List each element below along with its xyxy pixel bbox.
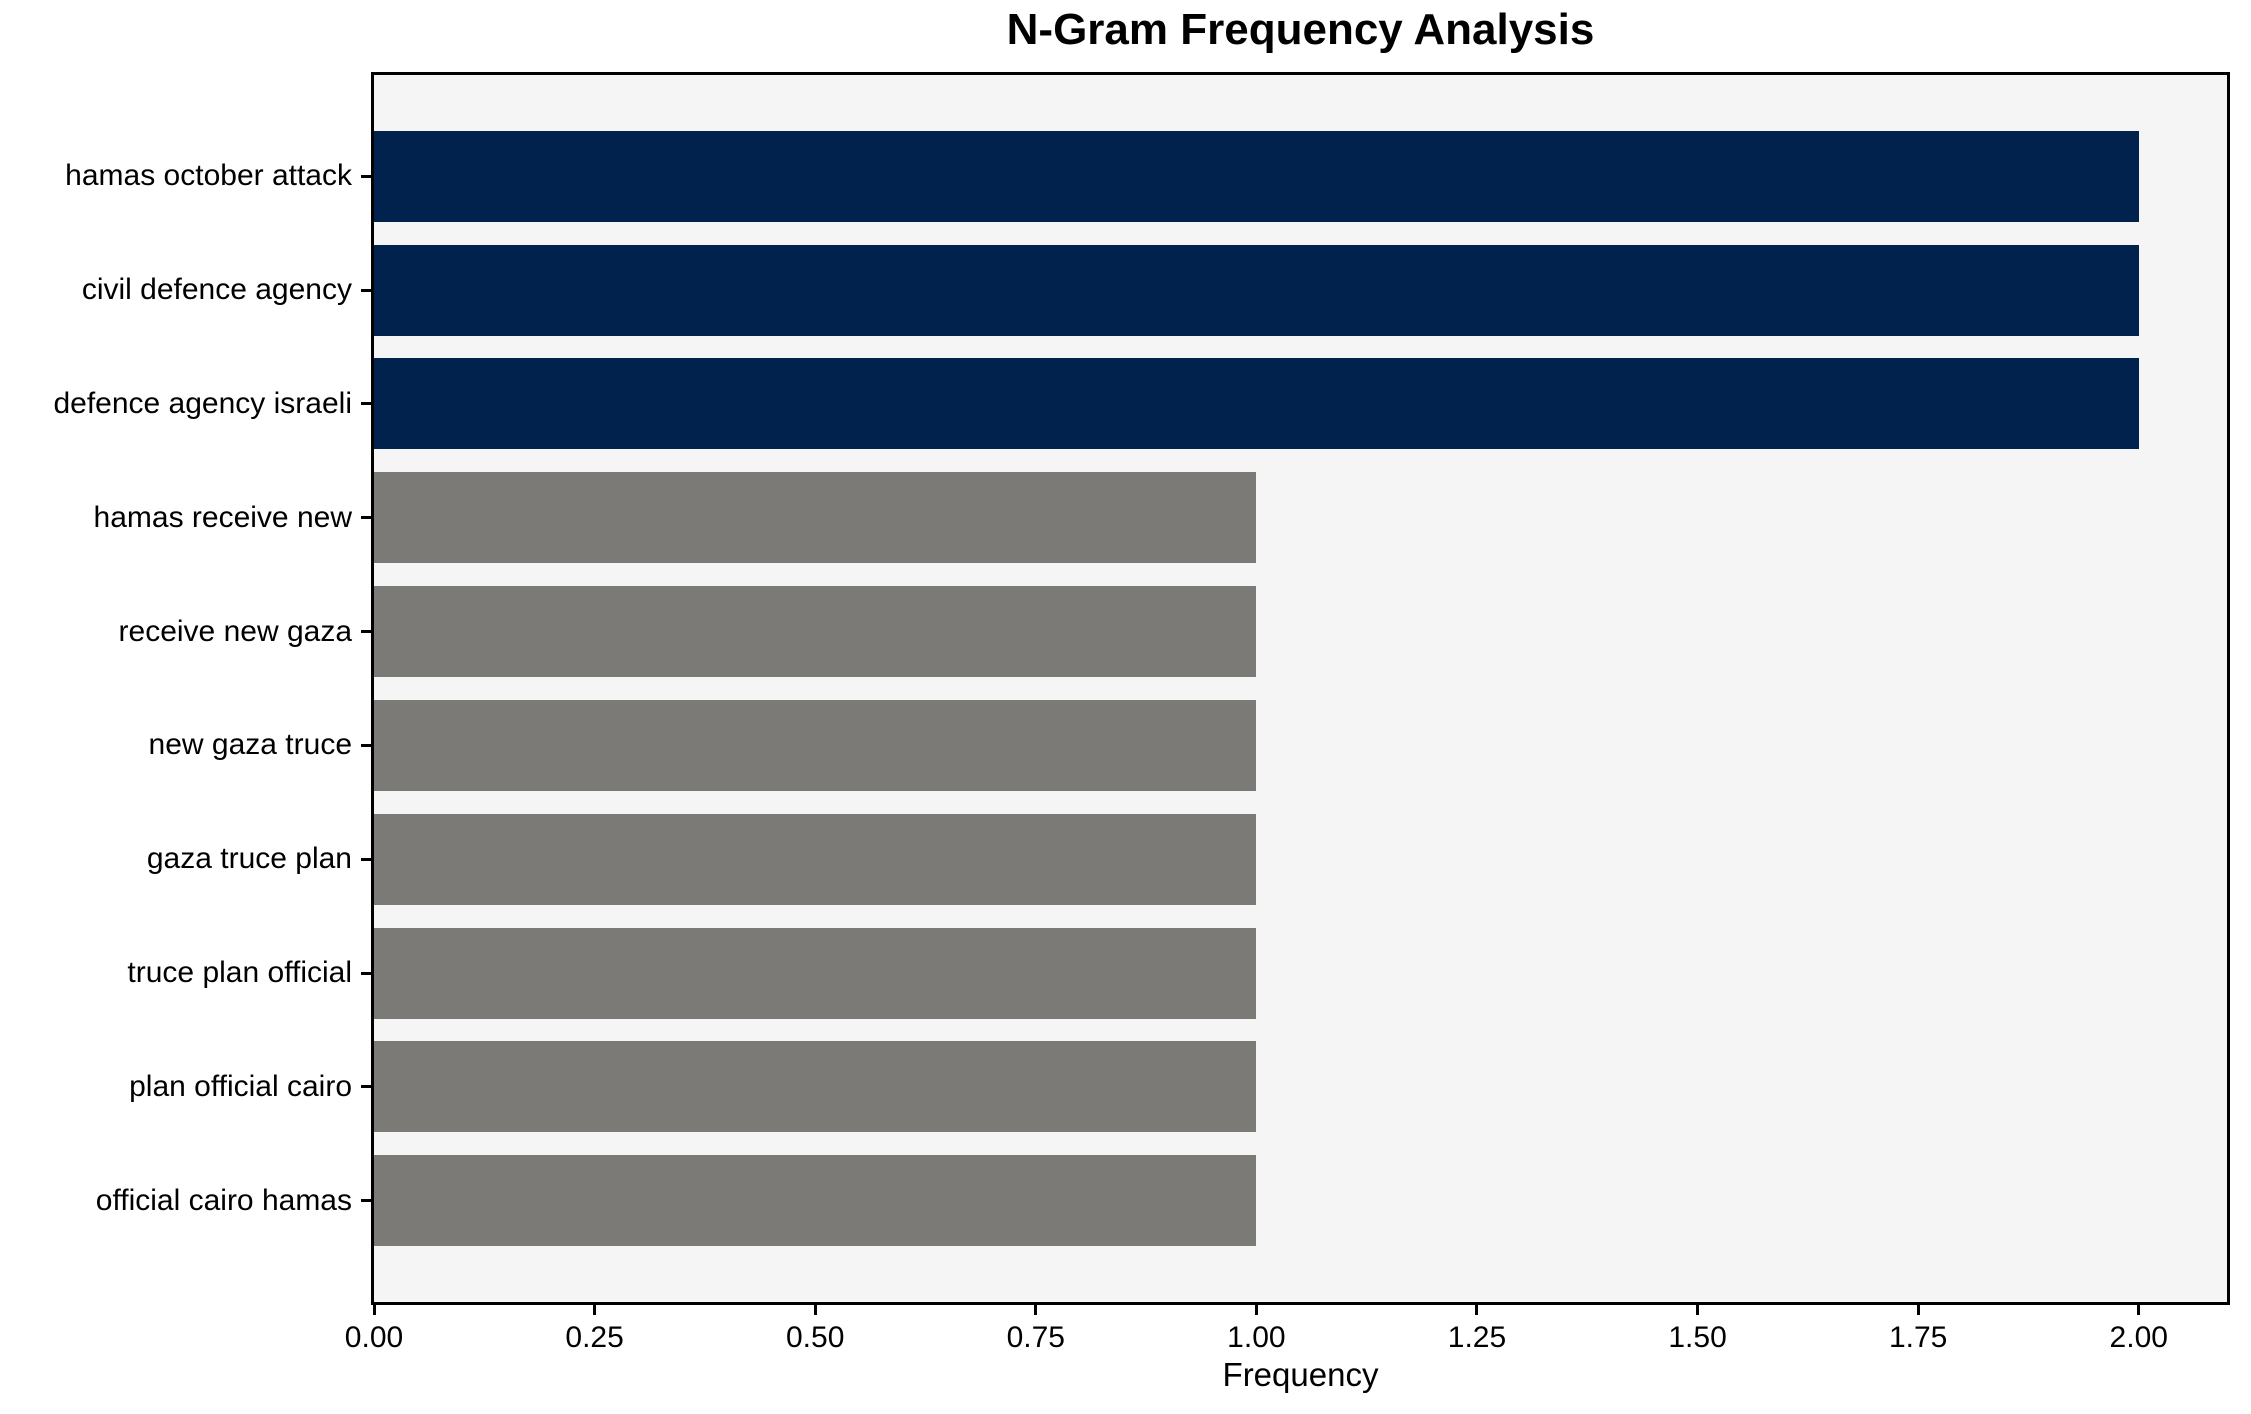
x-tick-label: 2.00: [2109, 1321, 2168, 1354]
bar: [374, 927, 1257, 1019]
x-tick-mark: [1475, 1305, 1479, 1315]
x-tick-label: 1.50: [1668, 1321, 1727, 1354]
y-tick-mark: [361, 516, 371, 520]
bar: [374, 699, 1257, 791]
y-tick-label: plan official cairo: [129, 1069, 352, 1103]
y-tick-mark: [361, 1085, 371, 1089]
x-axis-label: Frequency: [1222, 1356, 1379, 1393]
x-tick-mark: [372, 1305, 376, 1315]
y-tick-label: hamas receive new: [93, 500, 352, 534]
y-tick-label: gaza truce plan: [146, 842, 352, 876]
bar: [374, 472, 1257, 564]
bar: [374, 358, 2139, 450]
x-tick-label: 0.25: [565, 1321, 624, 1354]
chart-title: N-Gram Frequency Analysis: [1006, 5, 1595, 54]
x-tick-label: 1.00: [1227, 1321, 1286, 1354]
y-tick-mark: [361, 1199, 371, 1203]
x-tick-mark: [1034, 1305, 1038, 1315]
x-tick-mark: [1696, 1305, 1700, 1315]
x-tick-mark: [1254, 1305, 1258, 1315]
x-tick-label: 1.75: [1888, 1321, 1948, 1354]
bar: [374, 813, 1257, 905]
y-tick-label: new gaza truce: [148, 728, 352, 762]
y-tick-mark: [361, 743, 371, 747]
bar: [374, 244, 2139, 336]
y-tick-mark: [361, 288, 371, 292]
x-tick-label: 0.00: [344, 1321, 404, 1354]
y-tick-label: civil defence agency: [81, 273, 352, 307]
y-tick-mark: [361, 402, 371, 406]
y-tick-label: hamas october attack: [65, 159, 352, 193]
y-tick-mark: [361, 971, 371, 975]
y-tick-mark: [361, 174, 371, 178]
y-tick-label: truce plan official: [127, 956, 352, 990]
bar: [374, 586, 1257, 678]
x-tick-mark: [1916, 1305, 1920, 1315]
y-tick-label: defence agency israeli: [53, 386, 352, 420]
x-tick-label: 0.75: [1006, 1321, 1065, 1354]
x-tick-mark: [813, 1305, 817, 1315]
bar: [374, 1155, 1257, 1247]
y-tick-mark: [361, 857, 371, 861]
bar: [374, 1041, 1257, 1133]
y-tick-label: receive new gaza: [118, 614, 352, 648]
y-tick-mark: [361, 630, 371, 634]
x-tick-mark: [2137, 1305, 2141, 1315]
y-tick-label: official cairo hamas: [95, 1183, 352, 1217]
x-tick-mark: [593, 1305, 597, 1315]
x-tick-label: 1.25: [1447, 1321, 1507, 1354]
x-tick-label: 0.50: [785, 1321, 845, 1354]
bar: [374, 130, 2139, 222]
